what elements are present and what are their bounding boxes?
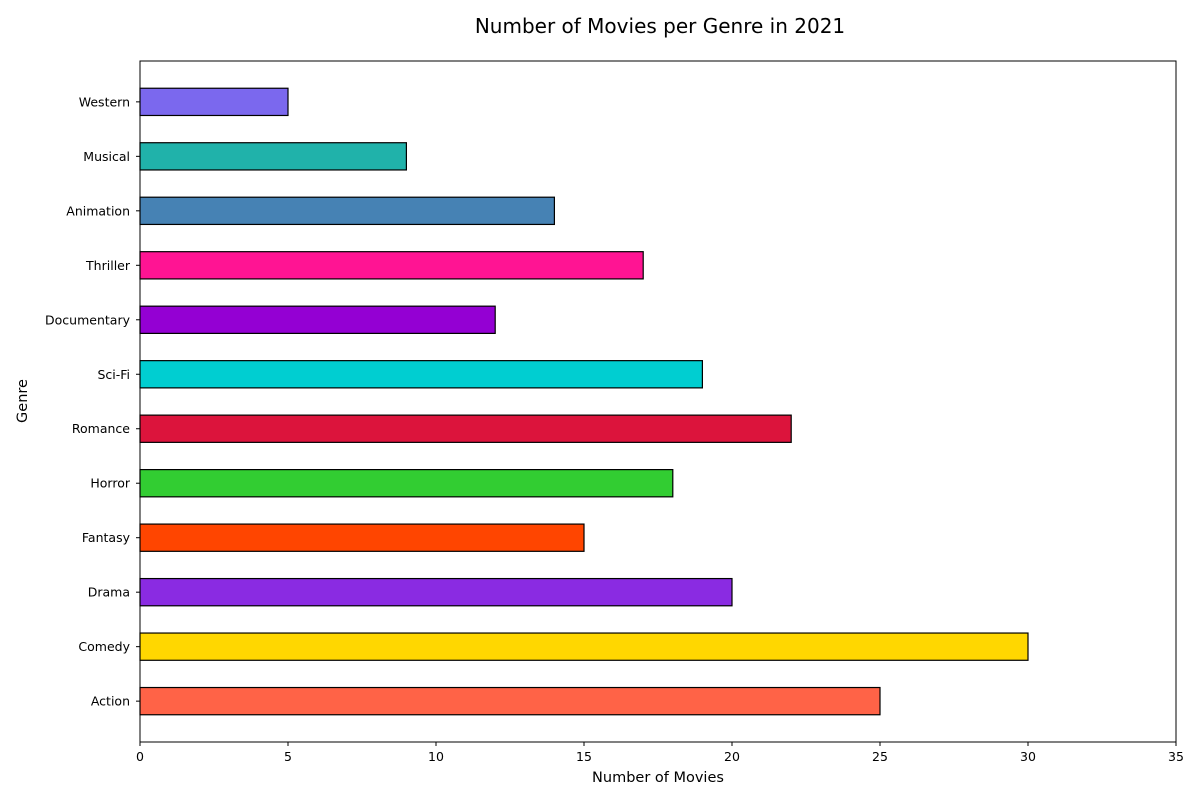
- y-tick-label: Fantasy: [82, 530, 131, 545]
- y-tick-label: Thriller: [85, 258, 131, 273]
- bar-horror: [139, 469, 674, 498]
- x-tick-label: 20: [724, 749, 740, 764]
- x-tick-label: 30: [1020, 749, 1036, 764]
- bar-sci-fi: [139, 360, 704, 389]
- plot-frame: [139, 60, 1177, 743]
- plot-area: Action Comedy Drama Fantasy Horror Romance Sci…: [45, 60, 1184, 764]
- x-tick-label: 5: [284, 749, 292, 764]
- bar-comedy: [139, 632, 1029, 661]
- x-tick-label: 35: [1168, 749, 1184, 764]
- bar-animation: [139, 196, 555, 226]
- bar-western: [139, 87, 289, 117]
- x-axis-label: Number of Movies: [592, 770, 724, 786]
- y-tick-label: Animation: [66, 203, 130, 218]
- y-tick-label: Drama: [88, 585, 130, 600]
- bar-fantasy: [139, 523, 585, 552]
- bar-drama: [139, 577, 733, 607]
- bar-musical: [139, 142, 407, 171]
- bar-documentary: [139, 305, 496, 335]
- chart-title: Number of Movies per Genre in 2021: [475, 14, 845, 38]
- y-tick-label: Action: [91, 694, 130, 709]
- y-tick-label: Romance: [72, 421, 130, 436]
- y-tick-label: Western: [79, 94, 130, 109]
- y-tick-label: Sci-Fi: [97, 367, 130, 382]
- bar-thriller: [139, 251, 644, 280]
- bar-action: [139, 686, 881, 716]
- bar-romance: [139, 414, 792, 443]
- y-tick-label: Horror: [90, 476, 130, 491]
- y-tick-label: Documentary: [45, 312, 131, 327]
- x-tick-label: 0: [136, 749, 144, 764]
- y-tick-label: Musical: [83, 149, 130, 164]
- y-tick-label: Comedy: [78, 639, 130, 654]
- y-axis-label: Genre: [15, 379, 31, 423]
- x-tick-label: 25: [872, 749, 888, 764]
- x-tick-label: 15: [576, 749, 592, 764]
- x-tick-label: 10: [428, 749, 444, 764]
